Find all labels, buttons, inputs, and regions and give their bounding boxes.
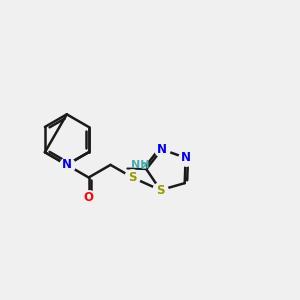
Text: S: S (128, 171, 137, 184)
Text: N: N (181, 152, 190, 164)
Text: N: N (157, 143, 167, 156)
Text: O: O (84, 191, 94, 204)
Text: 2: 2 (140, 162, 146, 171)
Text: NH: NH (131, 160, 149, 170)
Text: N: N (62, 158, 72, 171)
Text: S: S (156, 184, 165, 196)
